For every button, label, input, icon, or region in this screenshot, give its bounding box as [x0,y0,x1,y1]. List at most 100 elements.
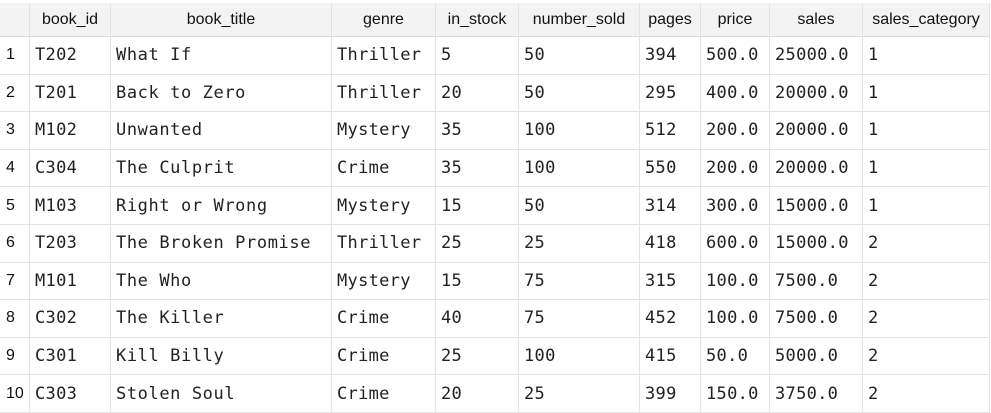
table-cell-genre[interactable]: Mystery [332,112,436,150]
table-cell-book-id[interactable]: C303 [30,375,111,413]
table-cell-book-id[interactable]: C304 [30,149,111,188]
table-cell-book-id[interactable]: M102 [30,112,111,150]
table-cell-sales[interactable]: 20000.0 [770,112,863,150]
table-cell-sales[interactable]: 3750.0 [770,375,863,413]
table-cell-book-id[interactable]: T201 [30,74,111,113]
table-cell-pages[interactable]: 314 [640,187,701,225]
table-cell-in-stock[interactable]: 35 [436,149,519,188]
table-cell-genre[interactable]: Thriller [332,74,436,113]
table-cell-sales-category[interactable]: 2 [863,300,990,338]
table-cell-number-sold[interactable]: 100 [519,149,640,188]
table-cell-book-title[interactable]: Kill Billy [111,337,332,376]
table-cell-in-stock[interactable]: 25 [436,224,519,263]
row-index[interactable]: 5 [0,187,30,225]
table-cell-book-id[interactable]: M101 [30,262,111,301]
table-cell-pages[interactable]: 418 [640,224,701,263]
row-index[interactable]: 8 [0,300,30,338]
table-cell-price[interactable]: 400.0 [701,74,770,113]
table-cell-in-stock[interactable]: 20 [436,74,519,113]
table-cell-genre[interactable]: Crime [332,149,436,188]
row-index[interactable]: 2 [0,74,30,113]
table-cell-price[interactable]: 500.0 [701,37,770,75]
table-cell-pages[interactable]: 315 [640,262,701,301]
table-cell-genre[interactable]: Crime [332,337,436,376]
table-cell-in-stock[interactable]: 25 [436,337,519,376]
table-cell-book-id[interactable]: C301 [30,337,111,376]
table-cell-in-stock[interactable]: 40 [436,300,519,338]
table-cell-pages[interactable]: 295 [640,74,701,113]
column-header-book-title[interactable]: book_title [111,3,332,37]
table-cell-sales-category[interactable]: 2 [863,262,990,301]
column-header-sales[interactable]: sales [770,3,863,37]
table-cell-book-title[interactable]: The Killer [111,300,332,338]
table-cell-price[interactable]: 600.0 [701,224,770,263]
table-cell-sales-category[interactable]: 1 [863,74,990,113]
table-cell-in-stock[interactable]: 15 [436,187,519,225]
column-header-pages[interactable]: pages [640,3,701,37]
row-index[interactable]: 4 [0,149,30,188]
table-cell-number-sold[interactable]: 25 [519,375,640,413]
table-cell-book-title[interactable]: Back to Zero [111,74,332,113]
column-header-book-id[interactable]: book_id [30,3,111,37]
row-index[interactable]: 3 [0,112,30,150]
table-cell-in-stock[interactable]: 15 [436,262,519,301]
table-cell-sales[interactable]: 5000.0 [770,337,863,376]
table-cell-price[interactable]: 100.0 [701,262,770,301]
table-cell-sales[interactable]: 7500.0 [770,262,863,301]
table-cell-in-stock[interactable]: 35 [436,112,519,150]
row-index[interactable]: 1 [0,37,30,75]
table-cell-number-sold[interactable]: 50 [519,74,640,113]
table-cell-pages[interactable]: 512 [640,112,701,150]
row-index[interactable]: 7 [0,262,30,301]
table-cell-pages[interactable]: 394 [640,37,701,75]
header-corner[interactable] [0,3,30,37]
table-cell-genre[interactable]: Crime [332,300,436,338]
table-cell-number-sold[interactable]: 100 [519,337,640,376]
table-cell-number-sold[interactable]: 50 [519,37,640,75]
column-header-sales-category[interactable]: sales_category [863,3,990,37]
table-cell-genre[interactable]: Mystery [332,262,436,301]
table-cell-book-title[interactable]: Stolen Soul [111,375,332,413]
table-cell-sales[interactable]: 20000.0 [770,74,863,113]
table-cell-sales[interactable]: 15000.0 [770,187,863,225]
table-cell-number-sold[interactable]: 25 [519,224,640,263]
table-cell-sales-category[interactable]: 1 [863,112,990,150]
table-cell-sales-category[interactable]: 1 [863,187,990,225]
table-cell-book-title[interactable]: The Broken Promise [111,224,332,263]
table-cell-price[interactable]: 200.0 [701,112,770,150]
table-cell-sales[interactable]: 25000.0 [770,37,863,75]
table-cell-book-title[interactable]: Right or Wrong [111,187,332,225]
table-cell-pages[interactable]: 452 [640,300,701,338]
table-cell-pages[interactable]: 415 [640,337,701,376]
table-cell-pages[interactable]: 550 [640,149,701,188]
table-cell-pages[interactable]: 399 [640,375,701,413]
table-cell-sales[interactable]: 7500.0 [770,300,863,338]
row-index[interactable]: 10 [0,375,30,413]
column-header-number-sold[interactable]: number_sold [519,3,640,37]
table-cell-price[interactable]: 100.0 [701,300,770,338]
table-cell-number-sold[interactable]: 50 [519,187,640,225]
table-cell-sales[interactable]: 20000.0 [770,149,863,188]
table-cell-sales-category[interactable]: 2 [863,337,990,376]
table-cell-sales-category[interactable]: 2 [863,375,990,413]
table-cell-book-id[interactable]: T203 [30,224,111,263]
column-header-in-stock[interactable]: in_stock [436,3,519,37]
row-index[interactable]: 6 [0,224,30,263]
table-cell-book-id[interactable]: M103 [30,187,111,225]
table-cell-book-id[interactable]: T202 [30,37,111,75]
table-cell-sales-category[interactable]: 1 [863,149,990,188]
table-cell-in-stock[interactable]: 5 [436,37,519,75]
table-cell-book-id[interactable]: C302 [30,300,111,338]
table-cell-in-stock[interactable]: 20 [436,375,519,413]
column-header-genre[interactable]: genre [332,3,436,37]
table-cell-genre[interactable]: Crime [332,375,436,413]
row-index[interactable]: 9 [0,337,30,376]
table-cell-price[interactable]: 150.0 [701,375,770,413]
table-cell-price[interactable]: 200.0 [701,149,770,188]
table-cell-number-sold[interactable]: 75 [519,300,640,338]
table-cell-genre[interactable]: Thriller [332,37,436,75]
table-cell-sales[interactable]: 15000.0 [770,224,863,263]
table-cell-genre[interactable]: Thriller [332,224,436,263]
column-header-price[interactable]: price [701,3,770,37]
table-cell-book-title[interactable]: Unwanted [111,112,332,150]
